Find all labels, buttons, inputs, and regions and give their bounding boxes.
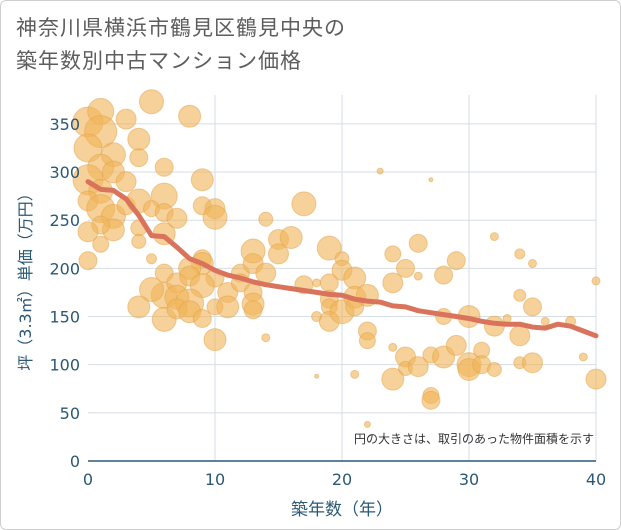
bubble-point [421,390,441,410]
bubble-point [255,262,277,284]
x-tick-label: 20 [332,470,352,489]
bubble-point [381,367,405,391]
bubble-point [216,295,240,319]
bubble-point [523,297,542,317]
y-tick-label: 300 [49,163,80,182]
bubble-point [408,233,428,253]
y-tick-label: 350 [49,115,80,134]
bubble-point [513,288,527,302]
bubble-point [77,221,99,243]
x-tick-label: 30 [459,470,479,489]
bubble-point [585,368,607,390]
bubble-point [396,258,415,278]
bubble-size-note: 円の大きさは、取引のあった物件面積を示す [354,431,594,446]
bubble-point [131,233,147,249]
y-tick-label: 250 [49,211,80,230]
bubble-point [129,148,149,168]
y-tick-label: 50 [60,404,80,423]
bubble-point [407,356,429,378]
bubble-point [78,251,98,271]
bubble-point [540,316,550,326]
bubble-point [115,171,137,193]
x-tick-label: 40 [586,470,606,489]
bubble-point [261,333,271,343]
chart-title-line1: 神奈川県横浜市鶴見区鶴見中央の [16,16,346,40]
y-tick-label: 150 [49,308,80,327]
bubble-point [446,251,466,271]
chart-title-line2: 築年数別中古マンション価格 [16,49,302,73]
x-tick-label: 10 [205,470,225,489]
bubble-point [509,325,531,347]
bubble-point [314,373,320,379]
bubble-point [413,271,423,281]
bubble-point [202,204,228,230]
bubble-point [428,177,434,183]
chart-title: 神奈川県横浜市鶴見区鶴見中央の 築年数別中古マンション価格 [16,12,576,78]
bubble-point [363,420,371,428]
trend-line [85,179,599,339]
bubble-point [243,300,263,320]
bubble-point [486,362,502,377]
y-tick-label: 200 [49,259,80,278]
bubble-point [528,259,537,269]
bubble-point [376,167,384,175]
bubble-point [154,157,174,177]
x-tick-labels: 0 10 20 30 40 [83,470,606,489]
bubble-point [358,332,376,350]
bubble-point [514,248,526,260]
bubble-point [382,272,404,294]
bubble-point [139,277,164,303]
bubble-point [73,133,103,163]
bubble-point [502,313,512,323]
bubble-point [92,235,110,253]
bubble-point [166,207,188,229]
bubble-point [268,243,289,265]
bubble-point [489,232,499,242]
bubble-point [434,265,454,285]
bubble-point [127,295,151,319]
bubble-point [384,245,402,263]
bubble-point [190,168,214,192]
bubble-point [350,369,360,379]
bubble-point [115,108,137,130]
bubble-series [72,89,607,428]
bubble-point [203,328,227,352]
y-tick-label: 100 [49,356,80,375]
x-axis-label: 築年数（年） [291,500,393,520]
y-tick-label: 0 [70,452,80,471]
bubble-point [591,276,601,286]
bubble-point [522,352,543,374]
bubble-point [312,278,322,288]
bubble-point [445,334,467,356]
bubble-point [139,89,164,115]
bubble-point [192,308,212,328]
bubble-point [388,342,398,352]
bubble-point [127,127,151,151]
bubble-point [291,191,317,217]
bubble-point [316,235,342,261]
bubble-point [258,211,274,227]
bubble-point [146,253,157,265]
bubble-point [178,104,202,128]
bubble-point [279,226,303,250]
bubble-point [578,352,588,362]
y-tick-labels: 0 50 100 150 200 250 300 350 [49,115,80,471]
y-axis-label: 坪（3.3㎡）単価（万円） [16,185,35,370]
x-tick-label: 0 [83,470,93,489]
